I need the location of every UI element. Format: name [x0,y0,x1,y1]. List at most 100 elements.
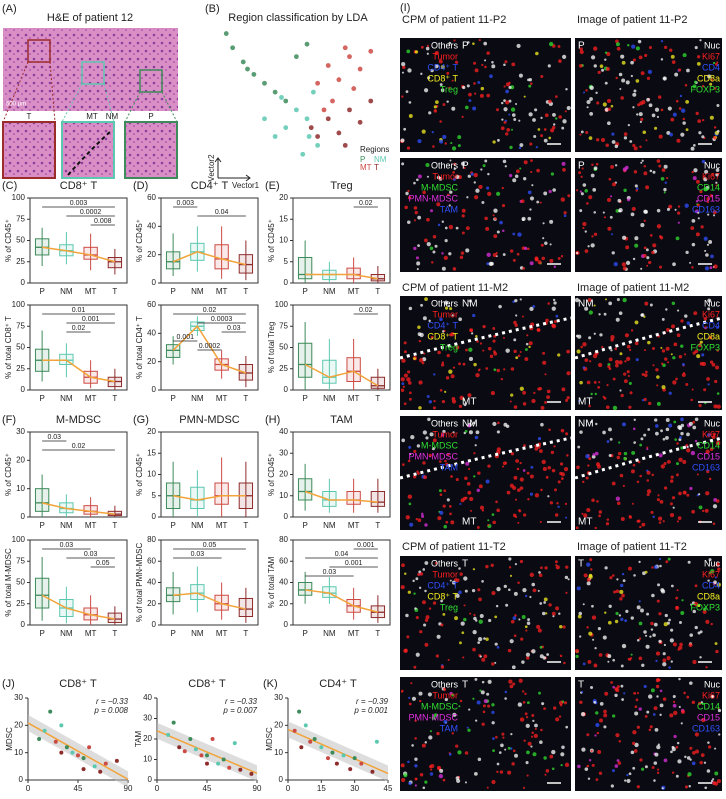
cell-signal [479,505,485,510]
cell-signal [580,192,584,196]
cell-signal [412,474,417,479]
cell-signal [680,423,685,428]
cell-signal [458,705,461,708]
cell-signal [660,588,665,592]
x-tick-label: MT [216,629,228,638]
cell-signal [566,105,571,111]
cell-signal [644,53,648,57]
cell-signal [540,728,543,732]
cell-signal [527,216,532,221]
x-tick-label: NM [60,521,73,530]
cell-signal [464,781,468,784]
cell-signal [622,266,627,271]
cell-signal [656,599,660,603]
cell-signal [651,566,654,569]
y-axis-title: % of CD45⁺ [135,219,144,262]
region-tag: T [578,680,584,691]
cell-signal [537,628,542,633]
cell-signal [551,306,556,311]
cell-signal [676,520,679,523]
cell-signal [530,465,534,469]
cell-signal [502,159,507,164]
cell-signal [496,368,500,373]
cell-signal [483,699,488,704]
cell-signal [690,398,693,402]
cell-signal [429,772,434,776]
cell-signal [482,704,486,708]
plot-frame [29,431,128,518]
cell-signal [620,684,624,688]
cell-signal [565,591,568,594]
cell-signal [432,438,437,443]
cell-signal [609,215,613,219]
cell-signal [680,431,684,436]
p-value: 0.05 [203,542,217,549]
cell-signal [594,734,597,737]
cell-signal [608,604,612,608]
region-boundary [574,436,723,480]
x-tick-label: MT [85,394,97,403]
cell-signal [626,778,631,784]
cell-signal [678,677,681,681]
x-tick-label: P [39,521,44,530]
legend-entry: Ki67 [702,429,720,439]
cell-signal [627,658,630,661]
cell-signal [698,404,702,408]
p-value: 0.02 [359,307,373,314]
cell-signal [486,252,491,257]
cell-signal [477,636,483,642]
cell-signal [416,444,421,448]
cell-signal [439,120,442,123]
cell-signal [702,702,705,705]
cell-signal [505,424,510,428]
legend-entry: M-MDSC [421,701,458,711]
legend-entry: TAM [440,462,458,472]
cell-signal [510,619,515,624]
cell-signal [511,762,515,766]
lda-point [347,54,352,60]
cell-signal [660,40,664,43]
legend-entry: Tumor [432,309,458,319]
cell-signal [626,198,630,202]
cell-signal [403,773,408,778]
cell-signal [660,429,663,433]
y-axis-title: MDSC [5,727,14,751]
cell-signal [492,140,496,144]
cell-signal [672,262,676,267]
cell-signal [638,637,642,640]
cell-signal [427,417,431,422]
cell-signal [589,111,594,116]
lda-point [310,89,316,95]
cell-signal [697,217,700,220]
cell-signal [707,383,710,386]
cell-signal [531,731,534,735]
cell-signal [656,771,660,775]
cell-signal [537,260,542,265]
cell-signal [505,82,510,87]
cell-signal [443,524,447,529]
point [177,745,182,750]
cell-signal [650,621,654,626]
cell-signal [582,603,585,606]
cell-signal [424,780,428,784]
cell-signal [544,400,548,404]
cell-signal [604,566,608,570]
cell-signal [670,660,673,663]
cell-signal [608,454,612,458]
cell-signal [657,494,660,497]
y-tick-label: 40 [147,578,156,587]
p-value: p = 0.007 [222,706,257,715]
panel-label: (E) [265,180,280,192]
cell-signal [419,358,424,363]
image-title: Image of patient 11-M2 [577,282,689,294]
cell-signal [688,421,693,426]
point [249,771,254,776]
cell-signal [425,436,429,440]
cell-signal [564,762,570,768]
legend-entry: CD8⁺ T [427,591,458,601]
lda-point [315,134,321,139]
cell-signal [428,400,433,404]
plot-frame [160,304,259,391]
cell-signal [656,401,661,406]
trend-line [42,246,116,263]
